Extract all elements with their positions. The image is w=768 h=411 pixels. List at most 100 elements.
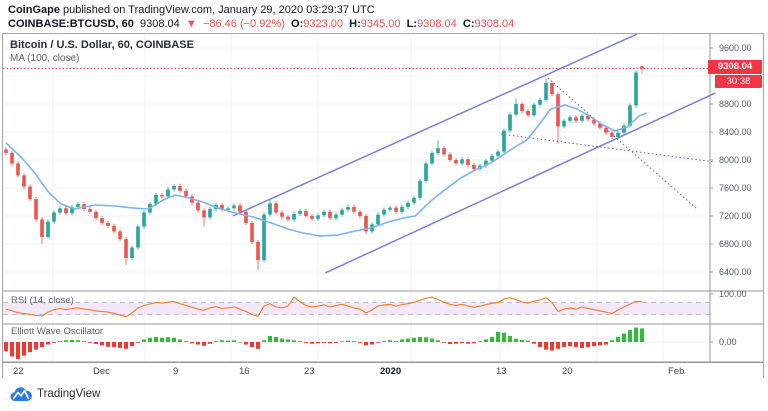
price-axis-label: 7200.00 — [719, 211, 752, 221]
ewo-bar — [574, 342, 578, 348]
candle-body — [544, 83, 548, 100]
candle-body — [106, 223, 110, 226]
ewo-bar — [430, 338, 434, 342]
ascending-channel-lower[interactable] — [324, 92, 716, 274]
candle-body — [550, 83, 554, 95]
candle-body — [358, 211, 362, 216]
candle-body — [160, 195, 164, 197]
ma-legend[interactable]: MA (100, close) — [10, 53, 80, 64]
ewo-bar — [94, 342, 98, 345]
chart-area[interactable]: Bitcoin / U.S. Dollar, 60, COINBASE MA (… — [2, 33, 764, 379]
ewo-bar — [580, 342, 584, 348]
ewo-bar — [22, 342, 26, 356]
ewo-bar — [586, 342, 590, 348]
ascending-channel-upper[interactable] — [232, 34, 638, 217]
candle-body — [268, 203, 272, 215]
ewo-bar — [232, 340, 236, 342]
candle-body — [4, 149, 8, 153]
time-axis[interactable]: 22 Dec 9 16 23 2020 13 20 Feb — [3, 362, 763, 379]
candle-body — [436, 148, 440, 153]
ewo-bar — [16, 342, 20, 359]
price-axis-label: 8000.00 — [719, 155, 752, 165]
candle-body — [400, 206, 404, 212]
chart-title[interactable]: Bitcoin / U.S. Dollar, 60, COINBASE — [10, 39, 194, 51]
ewo-bar — [196, 342, 200, 345]
price-axis-label: 7600.00 — [719, 183, 752, 193]
candle-body — [10, 153, 14, 164]
candle-body — [472, 164, 476, 170]
ewo-bar — [46, 342, 50, 345]
ewo-legend[interactable]: Elliott Wave Oscillator — [11, 326, 104, 337]
candle-body — [232, 205, 236, 209]
candle-body — [538, 99, 542, 105]
time-axis-label: Dec — [93, 366, 110, 377]
ewo-bar — [610, 340, 614, 342]
candle-body — [58, 208, 62, 213]
candle-body — [64, 208, 68, 214]
ewo-bar — [208, 342, 212, 344]
ewo-bar — [370, 342, 374, 345]
ewo-bar — [142, 339, 146, 342]
candle-body — [52, 212, 56, 222]
symbol-name[interactable]: COINBASE:BTCUSD, 60 — [8, 18, 134, 30]
publish-line: CoinGape published on TradingView.com, J… — [8, 3, 375, 17]
ewo-bar — [124, 342, 128, 349]
candle-body — [346, 206, 350, 210]
candle-body — [40, 219, 44, 237]
ewo-bar — [28, 342, 32, 353]
rsi-legend[interactable]: RSI (14, close) — [11, 295, 74, 306]
low-label: L: — [406, 18, 418, 30]
candle-body — [244, 211, 248, 223]
candle-body — [304, 211, 308, 216]
candle-body — [262, 214, 266, 261]
ewo-bar — [352, 341, 356, 342]
candle-body — [448, 154, 452, 160]
bar-countdown-badge: 30:38 — [715, 74, 762, 88]
candle-body — [196, 202, 200, 211]
time-axis-label: 2020 — [380, 366, 402, 377]
ewo-bar — [70, 339, 74, 342]
ewo-bar — [538, 342, 542, 348]
ewo-bar — [154, 336, 158, 342]
candle-body — [112, 225, 116, 232]
candle-body — [100, 218, 104, 223]
candle-body — [286, 216, 290, 220]
ewo-bar — [628, 330, 632, 342]
descending-dotted-steep[interactable] — [547, 77, 697, 209]
publish-text: published on TradingView.com, January 29… — [59, 4, 375, 16]
ewo-bar — [640, 328, 644, 342]
candle-body — [124, 239, 128, 258]
candle-body — [208, 209, 212, 218]
ewo-bar — [76, 340, 80, 342]
candle-body — [322, 211, 326, 216]
ewo-bar — [166, 337, 170, 342]
time-axis-label: Feb — [668, 366, 685, 377]
candle-body — [250, 223, 254, 242]
ewo-bar — [526, 340, 530, 342]
ewo-bar — [382, 341, 386, 342]
candle-body — [340, 209, 344, 215]
ewo-axis-label: 0.00 — [719, 337, 737, 347]
candle-body — [88, 209, 92, 212]
rsi-axis-label: 100.00 — [719, 289, 747, 299]
candle-body — [580, 115, 584, 121]
candle-body — [220, 204, 224, 210]
ewo-bar — [454, 342, 458, 344]
candle-body — [586, 115, 590, 120]
candle-body — [274, 203, 278, 213]
open-label: O: — [291, 18, 304, 30]
candle-body — [292, 213, 296, 220]
ewo-bar — [604, 342, 608, 345]
descending-dotted-shallow[interactable] — [500, 133, 716, 163]
candle-body — [310, 216, 314, 219]
candle-body — [496, 151, 500, 156]
ewo-bar — [274, 336, 278, 342]
chart-canvas[interactable] — [3, 34, 763, 362]
publisher-name: CoinGape — [8, 4, 60, 16]
tradingview-attribution[interactable]: TradingView — [10, 385, 100, 403]
ewo-bar — [562, 342, 566, 348]
ewo-bar — [448, 342, 452, 345]
candle-body — [256, 241, 260, 261]
ewo-bar — [310, 342, 314, 344]
ewo-bar — [478, 341, 482, 342]
